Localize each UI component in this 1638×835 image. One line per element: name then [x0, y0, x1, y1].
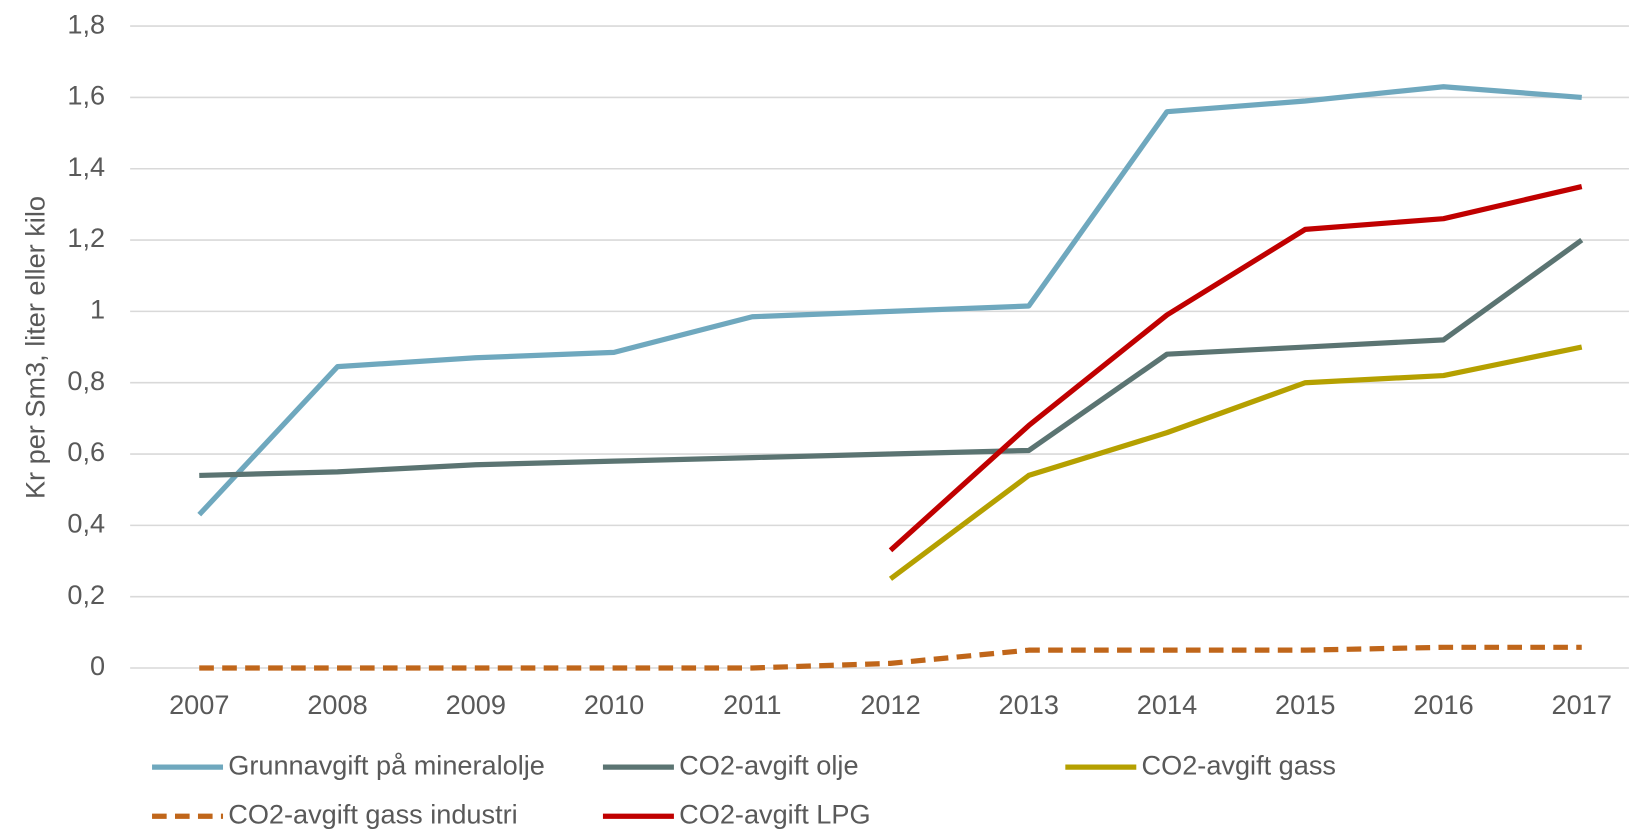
- x-tick-label: 2008: [307, 689, 367, 720]
- y-tick-label: 0,4: [67, 508, 105, 539]
- x-tick-label: 2009: [446, 689, 506, 720]
- y-tick-label: 1,4: [67, 151, 105, 182]
- x-tick-label: 2016: [1413, 689, 1473, 720]
- y-tick-label: 1,2: [67, 222, 105, 253]
- line-series: [199, 644, 1582, 671]
- legend-label: CO2-avgift gass industri: [228, 798, 517, 829]
- line-series: [197, 84, 1582, 517]
- y-axis-label: Kr per Sm3, liter eller kilo: [19, 196, 50, 499]
- x-tick-label: 2012: [860, 689, 920, 720]
- x-tick-label: 2017: [1552, 689, 1612, 720]
- y-tick-label: 0,8: [67, 365, 105, 396]
- x-tick-label: 2014: [1137, 689, 1197, 720]
- legend-label: CO2-avgift LPG: [679, 798, 870, 829]
- legend-label: Grunnavgift på mineralolje: [228, 749, 545, 780]
- x-tick-label: 2010: [584, 689, 644, 720]
- y-tick-label: 0,2: [67, 579, 105, 610]
- x-tick-label: 2007: [169, 689, 229, 720]
- y-tick-label: 1: [90, 294, 105, 325]
- line-series: [199, 237, 1584, 479]
- y-tick-label: 1,6: [67, 80, 105, 111]
- line-series: [888, 344, 1583, 581]
- x-tick-label: 2011: [723, 689, 781, 720]
- x-tick-label: 2013: [999, 689, 1059, 720]
- legend-label: CO2-avgift gass: [1142, 749, 1336, 780]
- legend-label: CO2-avgift olje: [679, 749, 858, 780]
- line-series: [888, 184, 1583, 553]
- y-tick-label: 0: [90, 650, 105, 681]
- y-tick-label: 0,6: [67, 436, 105, 467]
- x-tick-label: 2015: [1275, 689, 1335, 720]
- y-tick-label: 1,8: [67, 8, 105, 39]
